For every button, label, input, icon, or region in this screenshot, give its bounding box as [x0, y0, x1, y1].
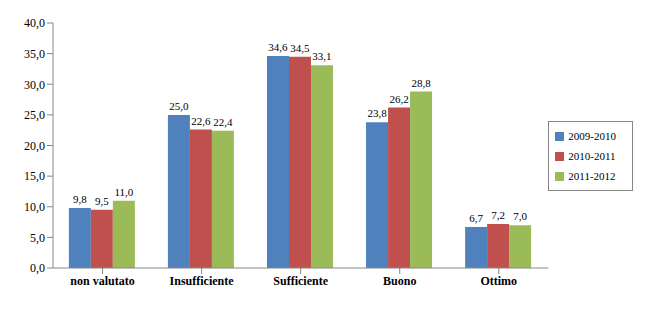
svg-text:10,0: 10,0	[24, 200, 45, 214]
html-text:2009-2010: 2009-2010	[568, 129, 616, 142]
svg-text:Buono: Buono	[383, 274, 416, 288]
svg-text:30,0: 30,0	[24, 78, 45, 92]
svg-text:28,8: 28,8	[411, 77, 431, 89]
svg-text:Sufficiente: Sufficiente	[273, 274, 328, 288]
svg-text:7,2: 7,2	[491, 209, 505, 221]
svg-text:15,0: 15,0	[24, 169, 45, 183]
svg-text:Insufficiente: Insufficiente	[170, 274, 235, 288]
svg-text:40,0: 40,0	[24, 16, 45, 30]
html-text:2011-2012: 2011-2012	[568, 169, 616, 182]
svg-text:0,0: 0,0	[30, 261, 45, 275]
svg-text:20,0: 20,0	[24, 139, 45, 153]
svg-text:non valutato: non valutato	[70, 274, 134, 288]
svg-text:34,5: 34,5	[290, 42, 310, 54]
html-text:2010-2011: 2010-2011	[568, 149, 616, 162]
svg-text:22,4: 22,4	[213, 116, 233, 128]
svg-text:23,8: 23,8	[367, 107, 387, 119]
svg-text:Ottimo: Ottimo	[480, 274, 517, 288]
svg-text:25,0: 25,0	[169, 100, 189, 112]
svg-text:33,1: 33,1	[312, 50, 331, 62]
svg-text:11,0: 11,0	[114, 186, 133, 198]
svg-text:22,6: 22,6	[191, 115, 211, 127]
svg-text:26,2: 26,2	[389, 93, 408, 105]
svg-text:34,6: 34,6	[268, 41, 288, 53]
svg-text:7,0: 7,0	[513, 210, 527, 222]
svg-text:9,5: 9,5	[95, 195, 109, 207]
svg-text:6,7: 6,7	[469, 212, 483, 224]
svg-text:35,0: 35,0	[24, 47, 45, 61]
svg-text:9,8: 9,8	[73, 193, 87, 205]
svg-text:25,0: 25,0	[24, 108, 45, 122]
svg-text:5,0: 5,0	[30, 231, 45, 245]
